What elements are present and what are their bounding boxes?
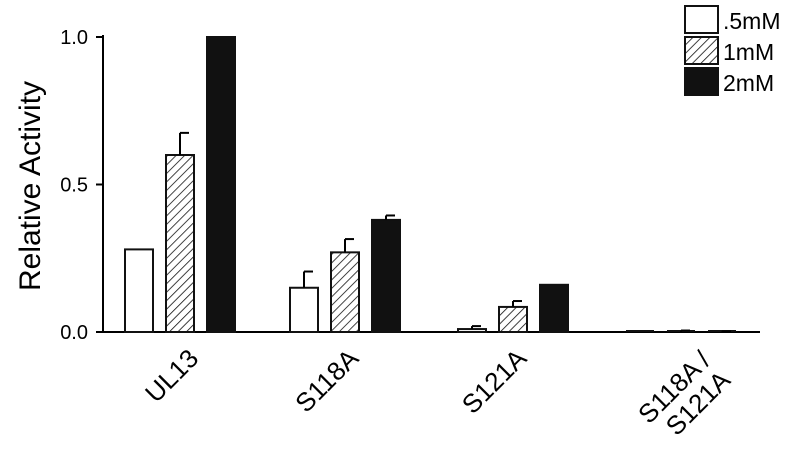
- legend-swatch-.5mM: [684, 5, 719, 34]
- bar-2mM-1: [371, 218, 401, 333]
- y-ticks: 0.0 0.5 1.0: [60, 27, 103, 344]
- x-category-label: S121A: [456, 343, 533, 420]
- legend-label: .5mM: [723, 8, 781, 34]
- legend-swatch-2mM: [684, 67, 719, 96]
- legend: .5mM 1mM 2mM: [684, 5, 781, 96]
- x-category-label: UL13: [139, 343, 204, 408]
- bar-1mM-1: [330, 251, 360, 334]
- bar-.5mM-1: [289, 286, 319, 333]
- bar-2mM-0: [206, 36, 236, 333]
- x-category-label: S118A /S121A: [632, 344, 737, 449]
- bar-2mM-2: [539, 283, 569, 333]
- bar-.5mM-0: [124, 248, 154, 333]
- x-category-labels: UL13 S118A S121A S118A /S121A: [139, 343, 737, 449]
- y-tick-label: 1.0: [60, 27, 88, 49]
- y-tick-label: 0.0: [60, 322, 88, 344]
- bar-series: [124, 36, 736, 334]
- legend-label: 1mM: [723, 39, 774, 65]
- bar-1mM-0: [165, 154, 195, 333]
- x-category-label: S118A: [289, 343, 365, 419]
- bar-1mM-2: [498, 305, 528, 333]
- bar-.5mM-2: [457, 328, 487, 333]
- legend-swatch-1mM: [684, 36, 719, 65]
- y-tick-label: 0.5: [60, 175, 88, 197]
- y-axis-label: Relative Activity: [14, 81, 47, 291]
- legend-label: 2mM: [723, 70, 774, 96]
